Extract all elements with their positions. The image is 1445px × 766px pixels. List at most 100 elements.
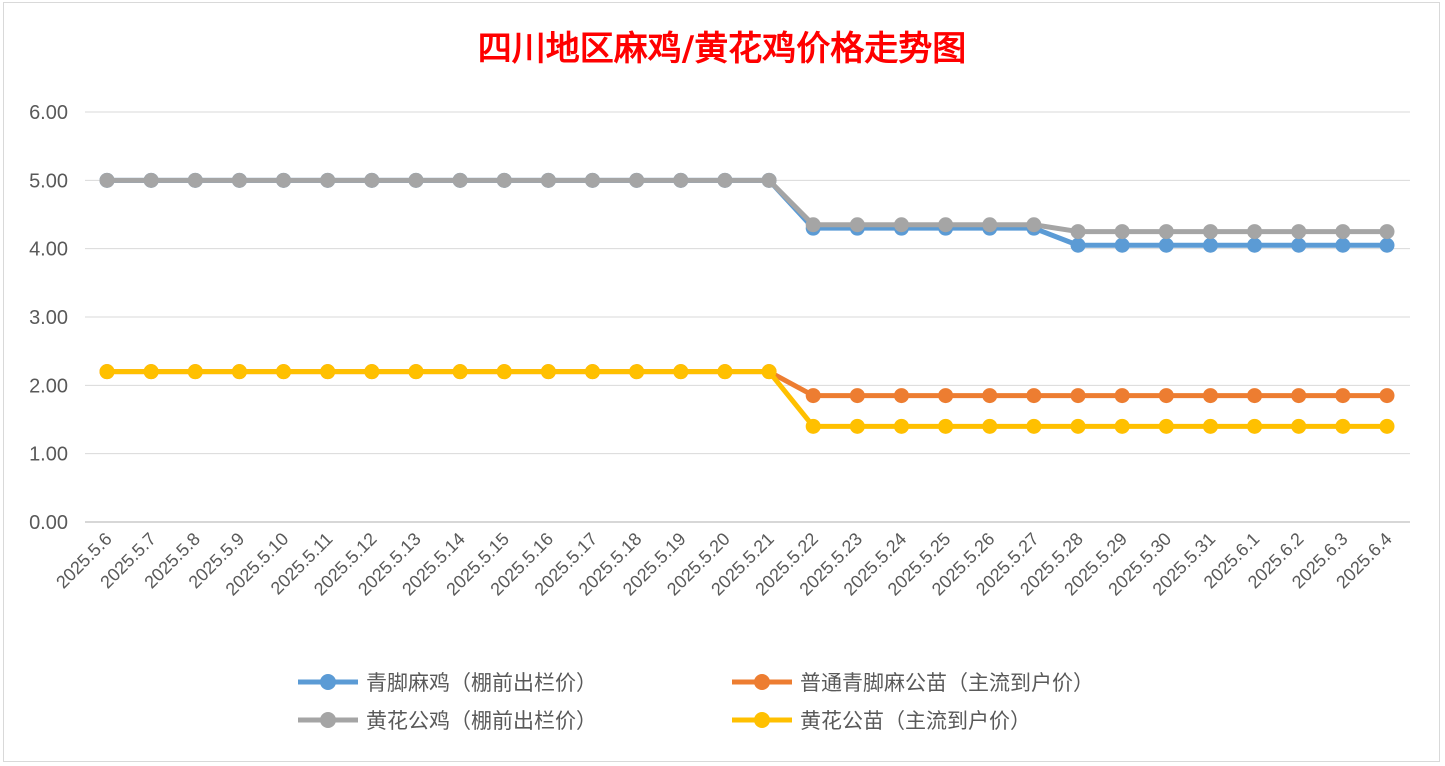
y-tick-label: 1.00 bbox=[29, 444, 68, 466]
data-point bbox=[893, 418, 909, 434]
data-point bbox=[982, 388, 998, 404]
data-point bbox=[717, 172, 733, 188]
data-point bbox=[364, 364, 380, 380]
data-point bbox=[143, 172, 159, 188]
data-point bbox=[1247, 237, 1263, 253]
data-point bbox=[1291, 237, 1307, 253]
data-point bbox=[364, 172, 380, 188]
data-point bbox=[1114, 418, 1130, 434]
series-lines bbox=[99, 172, 1395, 434]
data-point bbox=[452, 172, 468, 188]
data-point bbox=[187, 172, 203, 188]
data-point bbox=[1114, 388, 1130, 404]
data-point bbox=[1026, 388, 1042, 404]
data-point bbox=[408, 172, 424, 188]
legend-item: 普通青脚麻公苗（主流到户价） bbox=[732, 671, 1094, 695]
data-point bbox=[1114, 237, 1130, 253]
data-point bbox=[1291, 224, 1307, 240]
data-point bbox=[1247, 388, 1263, 404]
data-point bbox=[1070, 388, 1086, 404]
data-point bbox=[1291, 418, 1307, 434]
data-point bbox=[1335, 388, 1351, 404]
series-line bbox=[107, 177, 1387, 235]
data-point bbox=[1379, 224, 1395, 240]
data-point bbox=[1202, 237, 1218, 253]
legend: 青脚麻鸡（棚前出栏价） 普通青脚麻公苗（主流到户价） 黄花公鸡（棚前出栏价） 黄花公苗… bbox=[298, 671, 1094, 733]
data-point bbox=[893, 388, 909, 404]
data-point bbox=[849, 418, 865, 434]
legend-label: 黄花公鸡（棚前出栏价） bbox=[366, 709, 597, 733]
data-point bbox=[761, 172, 777, 188]
y-tick-label: 2.00 bbox=[29, 375, 68, 397]
legend-label: 普通青脚麻公苗（主流到户价） bbox=[800, 671, 1094, 695]
legend-swatch-marker bbox=[754, 674, 770, 690]
data-point bbox=[1202, 224, 1218, 240]
x-axis-ticks: 2025.5.62025.5.72025.5.82025.5.92025.5.1… bbox=[52, 529, 1396, 600]
data-point bbox=[540, 172, 556, 188]
data-point bbox=[893, 217, 909, 233]
data-point bbox=[1026, 418, 1042, 434]
data-point bbox=[1291, 388, 1307, 404]
data-point bbox=[187, 364, 203, 380]
chart-title: 四川地区麻鸡/黄花鸡价格走势图 bbox=[478, 29, 966, 69]
legend-item: 青脚麻鸡（棚前出栏价） bbox=[298, 671, 597, 695]
data-point bbox=[717, 364, 733, 380]
data-point bbox=[1158, 224, 1174, 240]
data-point bbox=[320, 364, 336, 380]
data-point bbox=[1026, 217, 1042, 233]
series-line bbox=[107, 369, 1387, 429]
data-point bbox=[1379, 237, 1395, 253]
data-point bbox=[629, 364, 645, 380]
data-point bbox=[673, 172, 689, 188]
data-point bbox=[1070, 418, 1086, 434]
data-point bbox=[938, 217, 954, 233]
data-point bbox=[938, 388, 954, 404]
data-point bbox=[231, 172, 247, 188]
legend-swatch-marker bbox=[754, 712, 770, 728]
data-point bbox=[320, 172, 336, 188]
data-point bbox=[938, 418, 954, 434]
legend-label: 青脚麻鸡（棚前出栏价） bbox=[366, 671, 597, 695]
y-tick-label: 5.00 bbox=[29, 170, 68, 192]
series-0 bbox=[99, 172, 1395, 253]
data-point bbox=[1114, 224, 1130, 240]
data-point bbox=[1379, 388, 1395, 404]
data-point bbox=[982, 217, 998, 233]
data-point bbox=[99, 172, 115, 188]
data-point bbox=[673, 364, 689, 380]
legend-item: 黄花公鸡（棚前出栏价） bbox=[298, 709, 597, 733]
data-point bbox=[1202, 388, 1218, 404]
data-point bbox=[805, 217, 821, 233]
data-point bbox=[1158, 237, 1174, 253]
series-line bbox=[107, 177, 1387, 248]
data-point bbox=[849, 388, 865, 404]
legend-swatch-marker bbox=[320, 674, 336, 690]
data-point bbox=[1247, 224, 1263, 240]
data-point bbox=[408, 364, 424, 380]
data-point bbox=[1247, 418, 1263, 434]
data-point bbox=[1335, 418, 1351, 434]
data-point bbox=[496, 172, 512, 188]
data-point bbox=[276, 172, 292, 188]
data-point bbox=[1335, 237, 1351, 253]
series-2 bbox=[99, 172, 1395, 240]
legend-label: 黄花公苗（主流到户价） bbox=[800, 709, 1031, 733]
chart-frame bbox=[3, 2, 1440, 762]
data-point bbox=[1202, 418, 1218, 434]
y-tick-label: 4.00 bbox=[29, 239, 68, 261]
data-point bbox=[1379, 418, 1395, 434]
data-point bbox=[585, 172, 601, 188]
legend-swatch-marker bbox=[320, 712, 336, 728]
data-point bbox=[761, 364, 777, 380]
data-point bbox=[585, 364, 601, 380]
data-point bbox=[540, 364, 556, 380]
data-point bbox=[231, 364, 247, 380]
y-tick-label: 0.00 bbox=[29, 512, 68, 534]
data-point bbox=[1158, 388, 1174, 404]
data-point bbox=[1335, 224, 1351, 240]
data-point bbox=[805, 418, 821, 434]
data-point bbox=[496, 364, 512, 380]
data-point bbox=[276, 364, 292, 380]
